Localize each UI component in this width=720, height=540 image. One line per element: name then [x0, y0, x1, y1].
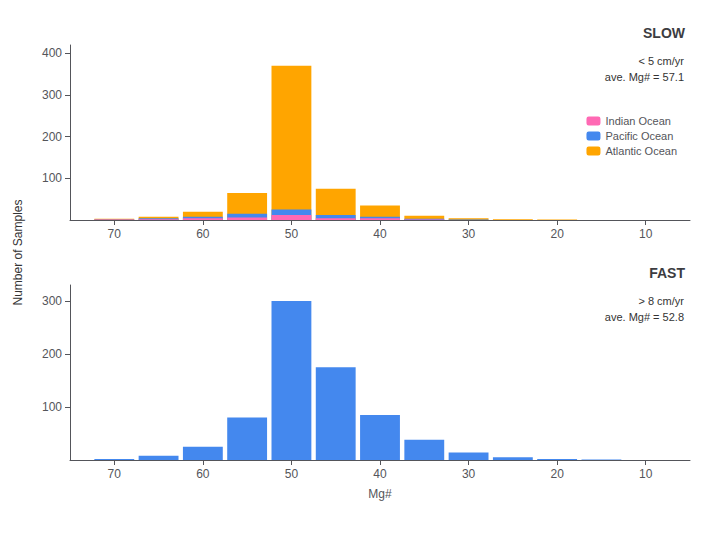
svg-text:ave. Mg# = 52.8: ave. Mg# = 52.8 — [605, 311, 684, 323]
svg-text:50: 50 — [285, 467, 299, 481]
svg-text:50: 50 — [285, 227, 299, 241]
svg-text:60: 60 — [196, 227, 210, 241]
svg-text:300: 300 — [42, 294, 62, 308]
svg-text:> 8 cm/yr: > 8 cm/yr — [638, 295, 684, 307]
svg-text:200: 200 — [42, 130, 62, 144]
svg-text:FAST: FAST — [649, 265, 685, 281]
svg-text:ave. Mg# = 57.1: ave. Mg# = 57.1 — [605, 71, 684, 83]
svg-text:< 5 cm/yr: < 5 cm/yr — [638, 55, 684, 67]
svg-text:20: 20 — [550, 227, 564, 241]
svg-text:60: 60 — [196, 467, 210, 481]
svg-text:Atlantic Ocean: Atlantic Ocean — [605, 145, 677, 157]
svg-text:SLOW: SLOW — [643, 25, 686, 41]
svg-text:Number of Samples: Number of Samples — [11, 199, 25, 305]
svg-text:30: 30 — [462, 227, 476, 241]
svg-text:40: 40 — [373, 467, 387, 481]
svg-text:70: 70 — [108, 227, 122, 241]
svg-text:Mg#: Mg# — [368, 487, 392, 501]
svg-text:Indian Ocean: Indian Ocean — [605, 115, 670, 127]
svg-text:400: 400 — [42, 46, 62, 60]
svg-text:200: 200 — [42, 347, 62, 361]
svg-text:Pacific Ocean: Pacific Ocean — [605, 130, 673, 142]
svg-text:30: 30 — [462, 467, 476, 481]
svg-text:100: 100 — [42, 400, 62, 414]
svg-text:20: 20 — [550, 467, 564, 481]
svg-text:10: 10 — [639, 467, 653, 481]
svg-text:100: 100 — [42, 171, 62, 185]
svg-text:70: 70 — [108, 467, 122, 481]
svg-text:300: 300 — [42, 88, 62, 102]
svg-text:10: 10 — [639, 227, 653, 241]
svg-text:40: 40 — [373, 227, 387, 241]
